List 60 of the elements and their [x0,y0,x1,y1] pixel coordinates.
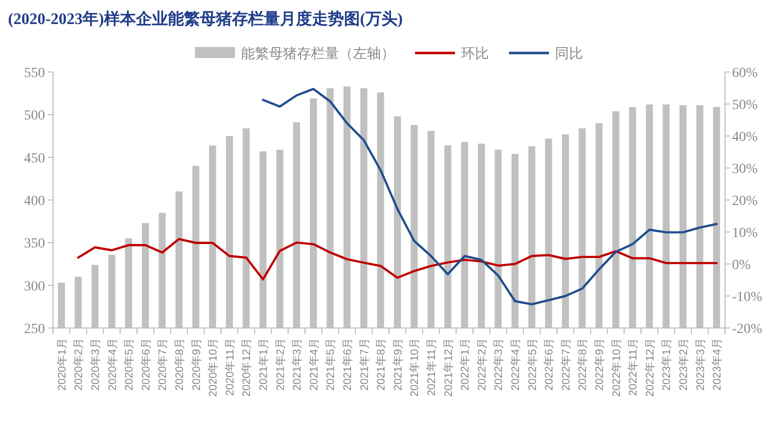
x-tick-label: 2020年3月 [90,338,102,391]
y2-tick-label: 0% [732,258,751,273]
x-tick-label: 2022年8月 [577,338,590,391]
y2-tick-label: 50% [732,98,758,113]
y2-tick-label: -10% [732,290,763,305]
y2-tick-label: 10% [732,226,758,241]
x-tick-label: 2020年6月 [140,338,152,391]
x-tick-label: 2022年1月 [460,338,472,391]
x-tick-label: 2021年12月 [442,338,455,397]
y2-tick-label: 30% [732,162,758,177]
x-tick-label: 2021年5月 [325,338,338,391]
legend-label: 环比 [461,46,489,62]
x-tick-label: 2021年3月 [292,338,304,391]
x-tick-label: 2022年9月 [594,338,606,391]
x-tick-label: 2023年4月 [712,338,724,391]
x-tick-label: 2022年3月 [493,338,506,391]
x-tick-label: 2023年3月 [694,338,707,391]
x-tick-label: 2021年8月 [376,338,388,391]
x-tick-label: 2022年11月 [628,338,640,396]
x-tick-label: 2021年6月 [342,338,354,391]
y2-tick-label: 40% [732,130,758,145]
x-tick-label: 2023年1月 [661,338,674,391]
y-tick-label: 300 [24,279,45,294]
x-tick-label: 2020年5月 [124,338,136,391]
x-tick-label: 2022年5月 [526,338,539,391]
x-tick-label: 2021年1月 [258,338,270,391]
y2-tick-label: 60% [732,66,758,81]
x-tick-label: 2022年12月 [644,338,656,397]
x-tick-label: 2020年4月 [106,338,119,391]
x-tick-label: 2022年7月 [560,338,572,391]
y-tick-label: 500 [24,108,45,124]
x-tick-label: 2020年1月 [56,338,68,391]
chart-title: (2020-2023年)样本企业能繁母猪存栏量月度走势图(万头) [8,9,403,28]
x-tick-label: 2020年9月 [190,338,203,391]
x-tick-label: 2022年2月 [476,338,488,391]
y2-tick-label: 20% [732,194,758,209]
x-tick-label: 2022年4月 [510,338,522,391]
x-tick-label: 2023年2月 [678,338,690,391]
x-tick-label: 2020年12月 [241,338,254,397]
x-tick-label: 2021年2月 [274,338,287,391]
x-tick-label: 2022年10月 [610,338,623,397]
x-tick-label: 2020年2月 [73,338,86,391]
legend-label: 同比 [555,46,583,62]
y-tick-label: 400 [24,194,45,209]
legend-label: 能繁母猪存栏量（左轴） [241,46,395,62]
x-tick-label: 2021年11月 [426,338,438,396]
x-tick-label: 2020年11月 [224,338,236,396]
x-tick-label: 2021年7月 [358,338,371,391]
x-tick-label: 2021年10月 [409,338,422,397]
x-tick-label: 2021年4月 [308,338,320,391]
y-tick-label: 350 [24,236,45,252]
y2-tick-label: -20% [732,322,763,337]
x-tick-label: 2020年7月 [157,338,170,391]
y-tick-label: 450 [24,151,45,166]
x-tick-label: 2021年9月 [392,338,404,391]
x-tick-label: 2022年6月 [544,338,556,391]
x-tick-label: 2020年10月 [208,338,220,397]
y-tick-label: 250 [24,322,45,337]
y-tick-label: 550 [24,66,45,81]
x-tick-label: 2020年8月 [174,338,186,391]
